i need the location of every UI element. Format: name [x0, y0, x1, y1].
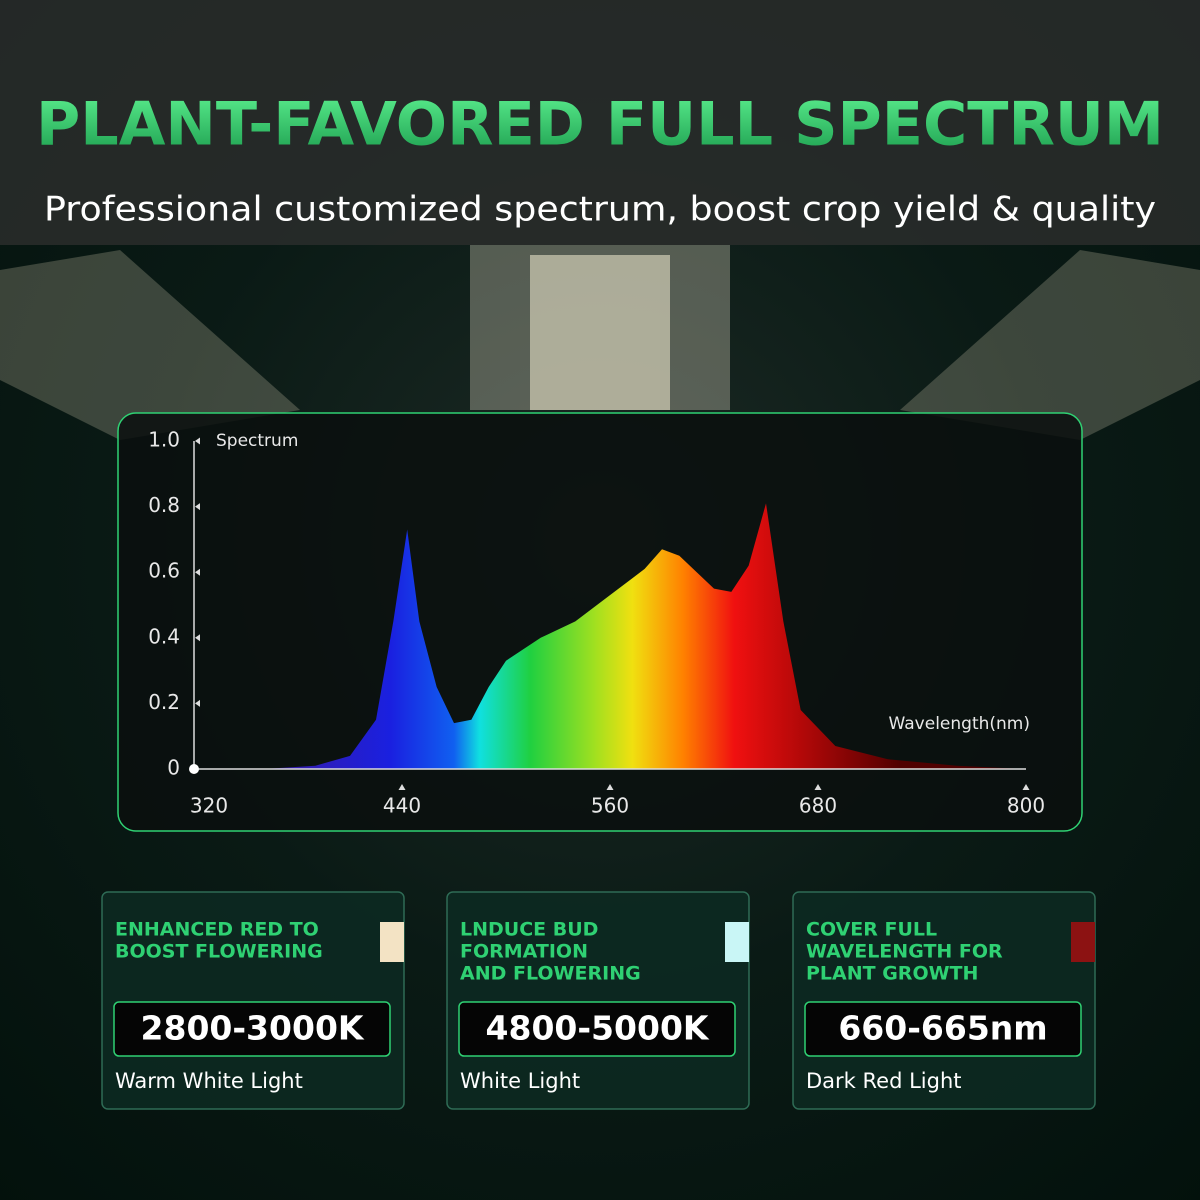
y-tick-label: 0.8 — [148, 493, 180, 517]
lamp-right — [900, 250, 1200, 440]
x-tick-mark — [606, 784, 614, 790]
y-tick-mark — [195, 437, 200, 445]
color-swatch — [1071, 922, 1095, 962]
x-tick-label: 320 — [190, 794, 228, 818]
value-box — [458, 1001, 736, 1057]
color-swatch — [725, 922, 749, 962]
x-tick-mark — [1022, 784, 1030, 790]
spectrum-area — [263, 503, 1026, 769]
y-tick-mark — [195, 503, 200, 511]
x-tick-mark — [398, 784, 406, 790]
x-axis-label: Wavelength(nm) — [889, 714, 1030, 734]
card-value: 660-665nm — [838, 1009, 1047, 1048]
card-value: 2800-3000K — [141, 1009, 365, 1048]
lamp-left — [0, 250, 300, 440]
card-heading: FORMATION — [460, 941, 588, 963]
card-heading: WAVELENGTH FOR — [806, 941, 1003, 963]
x-tick-label: 680 — [799, 794, 837, 818]
card-label: White Light — [460, 1069, 580, 1093]
card-heading: PLANT GROWTH — [806, 963, 978, 985]
value-box — [113, 1001, 391, 1057]
card-heading: COVER FULL — [806, 919, 937, 941]
x-tick-mark — [814, 784, 822, 790]
y-tick-label: 0.2 — [148, 690, 180, 714]
subtitle: Professional customized spectrum, boost … — [44, 190, 1156, 230]
card-heading: ENHANCED RED TO — [115, 919, 319, 941]
color-swatch — [380, 922, 404, 962]
y-axis-label: Spectrum — [216, 431, 298, 451]
header-band — [0, 0, 1200, 245]
chart: 0 0.2 0.4 0.6 0.8 1.0 320 440 560 680 800 Spectrum W… — [148, 428, 1045, 818]
x-tick-label: 800 — [1007, 794, 1045, 818]
card-heading: LNDUCE BUD — [460, 919, 598, 941]
y-tick-mark — [195, 568, 200, 576]
lamp-glow — [530, 255, 670, 410]
card-heading: AND FLOWERING — [460, 963, 641, 985]
y-tick-label: 0 — [167, 756, 180, 780]
card-label: Dark Red Light — [806, 1069, 962, 1093]
y-tick-mark — [195, 634, 200, 642]
y-tick-label: 0.6 — [148, 559, 180, 583]
y-tick-label: 1.0 — [148, 428, 180, 452]
card-heading: BOOST FLOWERING — [115, 941, 323, 963]
title: PLANT-FAVORED FULL SPECTRUM — [36, 90, 1164, 160]
x-tick-label: 560 — [591, 794, 629, 818]
x-tick-label: 440 — [383, 794, 421, 818]
card-value: 4800-5000K — [486, 1009, 710, 1048]
value-box — [804, 1001, 1082, 1057]
card-label: Warm White Light — [115, 1069, 303, 1093]
origin-dot — [189, 764, 199, 774]
y-tick-mark — [195, 699, 200, 707]
y-tick-label: 0.4 — [148, 624, 180, 648]
